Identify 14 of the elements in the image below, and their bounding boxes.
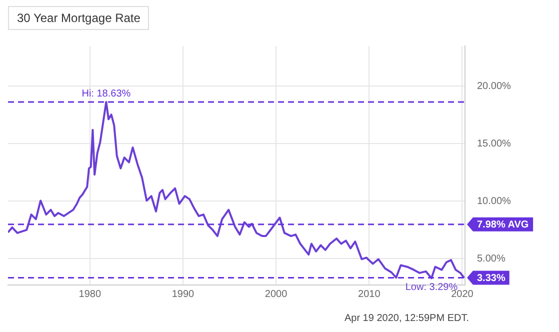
x-tick-label: 2010 (358, 288, 381, 300)
y-tick-label: 20.00% (477, 80, 512, 92)
y-tick-label: 15.00% (477, 138, 512, 150)
ref-line-label: 7.98% AVG (477, 220, 529, 231)
y-tick-label: 10.00% (477, 196, 512, 207)
ref-line-label: Hi: 18.63% (82, 88, 131, 100)
x-tick-label: 1990 (172, 288, 195, 300)
text: Apr 19 2020, 12:59PM EDT. (344, 313, 469, 324)
x-tick-label: 1980 (78, 288, 102, 300)
ref-line-label: 3.33% (477, 273, 506, 284)
y-tick-label: 5.00% (477, 253, 506, 264)
chart-title: 30 Year Mortgage Rate (8, 6, 150, 30)
x-tick-label: 2020 (451, 288, 474, 300)
x-tick-label: 2000 (264, 288, 288, 300)
